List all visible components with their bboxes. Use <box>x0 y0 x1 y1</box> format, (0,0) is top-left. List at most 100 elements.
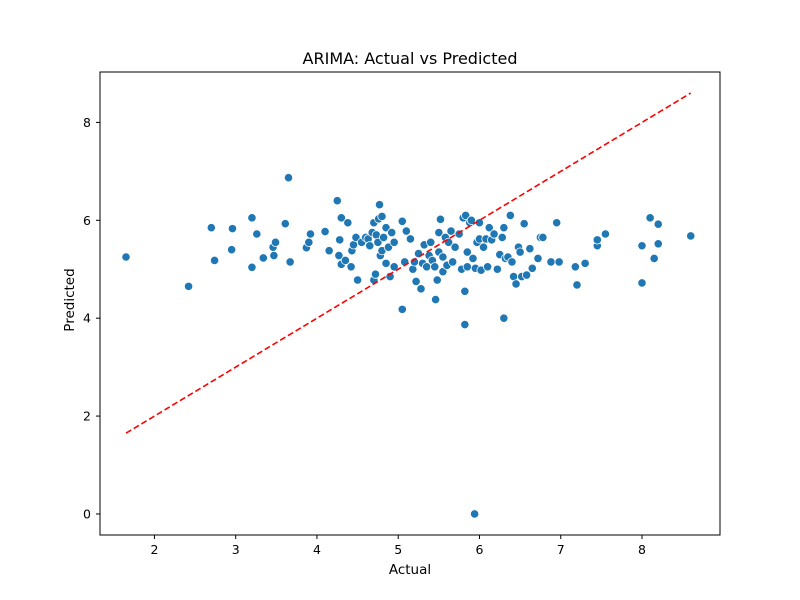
data-point <box>352 275 363 285</box>
data-point <box>430 294 441 305</box>
data-point <box>334 250 344 261</box>
data-point <box>378 232 389 243</box>
data-point <box>448 257 458 267</box>
data-point <box>497 232 507 243</box>
data-point <box>637 241 647 251</box>
data-point <box>430 262 440 272</box>
data-point <box>649 253 659 264</box>
data-point <box>247 262 257 272</box>
data-point <box>365 241 375 251</box>
data-point <box>206 223 216 233</box>
reference-line <box>125 92 692 434</box>
data-point <box>462 262 472 272</box>
data-point <box>183 281 194 291</box>
data-point <box>469 509 480 519</box>
data-point <box>283 173 294 183</box>
data-point <box>340 255 350 266</box>
data-point <box>460 286 470 296</box>
data-point <box>499 223 509 233</box>
data-point <box>346 262 356 272</box>
data-point <box>653 239 663 249</box>
data-point <box>381 258 391 268</box>
data-point <box>320 226 330 237</box>
data-point <box>600 229 611 239</box>
data-point <box>478 242 489 252</box>
data-point <box>305 229 316 239</box>
data-point <box>489 229 499 239</box>
data-point <box>538 232 548 243</box>
data-point <box>580 258 590 268</box>
x-tick-label: 8 <box>638 542 646 557</box>
data-point <box>637 278 647 288</box>
plot-area: 2 3 4 5 6 7 8 0 2 4 6 8 <box>83 71 721 557</box>
data-point <box>686 231 696 241</box>
data-point <box>270 237 281 247</box>
data-point <box>460 319 470 330</box>
data-point <box>336 213 346 223</box>
data-point <box>227 224 238 234</box>
data-point <box>507 257 517 267</box>
x-tick-label: 2 <box>150 542 158 557</box>
data-point <box>462 247 472 257</box>
data-point <box>258 253 268 263</box>
data-point <box>653 219 663 229</box>
data-point <box>522 270 532 280</box>
data-point <box>389 237 399 247</box>
data-point <box>552 218 562 228</box>
data-point <box>525 244 535 254</box>
data-point <box>332 196 342 206</box>
data-point <box>389 262 399 272</box>
data-point <box>499 313 509 323</box>
data-point <box>645 213 655 223</box>
data-point <box>592 235 602 245</box>
data-point <box>570 262 580 272</box>
data-point <box>343 218 353 228</box>
data-point <box>546 257 556 267</box>
data-point <box>482 262 493 272</box>
data-point <box>121 252 131 262</box>
y-tick-label: 2 <box>83 409 91 424</box>
data-point <box>387 227 397 238</box>
x-tick-label: 6 <box>475 542 483 557</box>
data-point <box>280 219 290 229</box>
y-tick-label: 4 <box>83 311 91 326</box>
data-point <box>252 229 262 239</box>
x-tick-label: 3 <box>232 542 240 557</box>
data-point <box>434 227 444 238</box>
data-point <box>484 223 494 233</box>
data-point <box>269 250 279 261</box>
data-point <box>572 280 582 290</box>
y-tick-label: 8 <box>83 115 91 130</box>
data-point <box>505 210 515 220</box>
plot-frame <box>99 71 721 536</box>
data-point <box>374 200 385 210</box>
data-point <box>533 253 543 264</box>
x-tick-label: 5 <box>394 542 402 557</box>
y-axis-label: Predicted <box>62 268 78 331</box>
data-point <box>511 279 521 289</box>
data-point <box>405 234 416 244</box>
x-tick-label: 7 <box>557 542 565 557</box>
chart-title: ARIMA: Actual vs Predicted <box>303 49 518 68</box>
data-point <box>554 257 564 267</box>
data-point <box>450 242 460 252</box>
data-point <box>227 245 237 255</box>
data-point <box>519 219 529 229</box>
x-tick-label: 4 <box>313 542 321 557</box>
data-point <box>527 263 537 273</box>
y-tick-label: 0 <box>83 506 91 521</box>
data-point <box>209 255 220 266</box>
data-point <box>416 284 426 294</box>
data-point <box>432 275 442 285</box>
data-point <box>438 267 448 277</box>
data-point <box>397 304 407 314</box>
data-point <box>411 276 421 287</box>
x-axis-label: Actual <box>389 562 431 578</box>
data-point <box>247 213 257 223</box>
data-point <box>377 211 387 221</box>
data-point <box>492 264 502 274</box>
data-point <box>401 226 411 236</box>
data-point <box>370 269 381 279</box>
